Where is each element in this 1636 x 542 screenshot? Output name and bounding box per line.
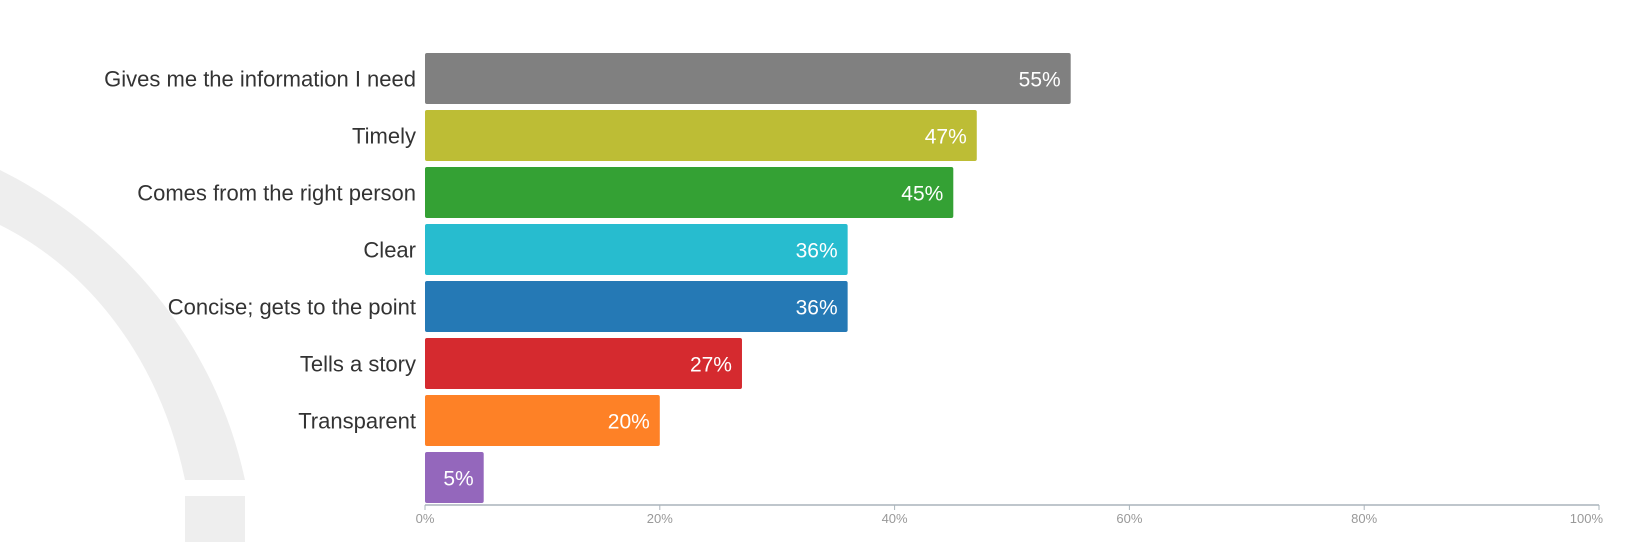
data-labels-group: 55% 47% 45% 36% 36% 27% 20% 5% [443, 69, 1060, 491]
data-label: 45% [901, 183, 943, 206]
data-label: 27% [690, 354, 732, 377]
bars-group [425, 53, 1071, 503]
category-label: Comes from the right person [137, 181, 416, 206]
category-label: Concise; gets to the point [168, 295, 416, 320]
x-axis: 0% 20% 40% 60% 80% 100% [416, 504, 1604, 526]
watermark-base-shape [185, 496, 245, 542]
x-tick-label: 20% [647, 511, 673, 526]
category-labels-group: Gives me the information I need Timely Com… [104, 67, 416, 434]
data-label: 55% [1019, 69, 1061, 92]
data-label: 36% [796, 240, 838, 263]
data-label: 36% [796, 297, 838, 320]
data-label: 5% [443, 468, 473, 491]
category-label: Gives me the information I need [104, 67, 416, 92]
bar [425, 167, 954, 218]
category-label: Transparent [298, 409, 416, 434]
category-label: Clear [363, 238, 416, 263]
watermark-arc-shape [0, 170, 245, 480]
bar [425, 281, 848, 332]
x-tick-label: 40% [882, 511, 908, 526]
data-label: 20% [608, 411, 650, 434]
data-label: 47% [925, 126, 967, 149]
bar [425, 395, 660, 446]
x-tick-label: 60% [1116, 511, 1142, 526]
bar [425, 110, 977, 161]
bar [425, 338, 742, 389]
bar [425, 224, 848, 275]
bar [425, 53, 1071, 104]
x-tick-label: 80% [1351, 511, 1377, 526]
x-tick-label: 0% [416, 511, 435, 526]
category-label: Tells a story [300, 352, 416, 377]
x-tick-label: 100% [1570, 511, 1604, 526]
category-label: Timely [352, 124, 416, 149]
watermark-arc [0, 170, 245, 542]
bar [425, 452, 484, 503]
